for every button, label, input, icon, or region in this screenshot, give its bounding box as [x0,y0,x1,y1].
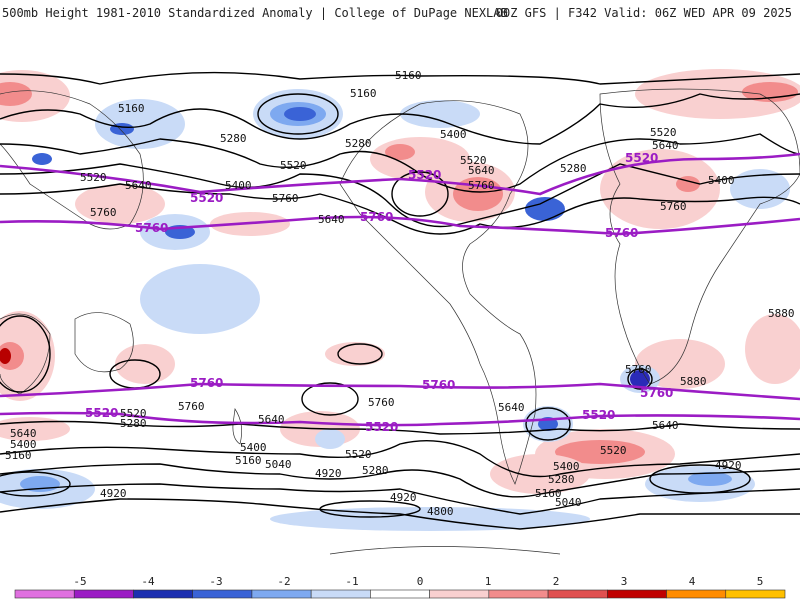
purple-label-5760-e: 5760 [422,378,455,392]
label-5520-a: 5520 [280,159,307,172]
label-4800: 4800 [427,505,454,518]
label-5880-a: 5880 [768,307,795,320]
colorbar-swatch [607,589,667,599]
colorbar-tick-label: 3 [621,575,628,588]
colorbar-tick-label: 0 [417,575,424,588]
purple-label-5520-e: 5520 [365,420,398,434]
colorbar-swatch [133,589,193,599]
anomaly-shading [0,69,800,531]
label-5400-c: 5400 [708,174,735,187]
label-4920-d: 4920 [715,459,742,472]
label-5760-f: 5760 [178,400,205,413]
height-contours [0,71,800,530]
colorbar-swatch [310,589,371,599]
colorbar-swatch [725,589,786,599]
label-5400-e: 5400 [240,441,267,454]
contour-labels: 5160 5160 5160 5280 5280 5400 5400 5520 … [5,69,795,518]
label-5400-d: 5400 [10,438,37,451]
colorbar-tick-label: 4 [689,575,696,588]
label-5280-f: 5280 [548,473,575,486]
label-5640-b: 5640 [468,164,495,177]
label-5640-c: 5640 [652,139,679,152]
colorbar-swatch [488,589,549,599]
coastlines [0,88,800,555]
colorbar-tick-label: -5 [73,575,86,588]
label-5640-e: 5640 [498,401,525,414]
colorbar-swatch [370,589,430,599]
colorbar-swatch [73,589,134,599]
label-5640-g: 5640 [652,419,679,432]
label-5640-d: 5640 [318,213,345,226]
label-5520-b: 5520 [460,154,487,167]
purple-label-5760-a: 5760 [135,221,168,235]
map-panel[interactable]: 5160 5160 5160 5280 5280 5400 5400 5520 … [0,34,800,574]
label-5160-left: 5160 [118,102,145,115]
label-5280-b: 5280 [345,137,372,150]
colorbar-swatch [251,589,312,599]
purple-label-5520-d: 5520 [85,406,118,420]
label-5640-a: 5640 [125,179,152,192]
colorbar-tick-label: -2 [277,575,290,588]
colorbar: -5 -4 -3 -2 -1 0 1 2 3 4 5 [0,574,800,600]
header-bar: 500mb Height 1981-2010 Standardized Anom… [0,0,800,22]
label-5280-d: 5280 [120,417,147,430]
anomaly-map[interactable]: 5160 5160 5160 5280 5280 5400 5400 5520 … [0,34,800,574]
label-5640-f: 5640 [258,413,285,426]
purple-label-5760-b: 5760 [360,210,393,224]
label-5520-f: 5520 [345,448,372,461]
colorbar-swatch [192,589,253,599]
label-5760-e: 5760 [625,363,652,376]
label-5760-d: 5760 [660,200,687,213]
purple-contours [0,152,800,427]
label-5160-top: 5160 [395,69,422,82]
purple-label-5760-f: 5760 [640,386,673,400]
label-5880-b: 5880 [680,375,707,388]
label-5280-a: 5280 [220,132,247,145]
label-5280-e: 5280 [362,464,389,477]
purple-label-5520-a: 5520 [190,191,223,205]
colorbar-tick-label: 2 [553,575,560,588]
purple-contour-labels: 5520 5520 5520 5760 5760 5760 5760 5760 … [85,151,673,434]
colorbar-graphic: -5 -4 -3 -2 -1 0 1 2 3 4 5 [14,575,786,599]
label-5640-h: 5640 [10,427,37,440]
label-5400-b: 5400 [225,179,252,192]
purple-label-5760-d: 5760 [190,376,223,390]
label-5040-b: 5040 [555,496,582,509]
label-5400-a: 5400 [440,128,467,141]
map-title: 500mb Height 1981-2010 Standardized Anom… [2,6,508,20]
purple-label-5520-c: 5520 [625,151,658,165]
purple-label-5520-f: 5520 [582,408,615,422]
label-5160-d: 5160 [535,487,562,500]
purple-label-5520-b: 5520 [408,168,441,182]
purple-label-5760-c: 5760 [605,226,638,240]
label-5280-c: 5280 [560,162,587,175]
label-5520-d: 5520 [80,171,107,184]
colorbar-tick-label: -4 [141,575,155,588]
label-5760-b: 5760 [90,206,117,219]
colorbar-swatch [429,589,490,599]
label-5400-f: 5400 [553,460,580,473]
label-5760-g: 5760 [368,396,395,409]
label-5520-e: 5520 [120,407,147,420]
label-5520-c: 5520 [650,126,677,139]
colorbar-swatch [547,589,608,599]
label-5160-b: 5160 [5,449,32,462]
colorbar-tick-label: -1 [345,575,358,588]
colorbar-tick-label: -3 [209,575,222,588]
label-4920-c: 4920 [390,491,417,504]
label-5160-c: 5160 [235,454,262,467]
label-4920-b: 4920 [100,487,127,500]
label-5520-g: 5520 [600,444,627,457]
label-5760-c: 5760 [468,179,495,192]
label-4920-a: 4920 [315,467,342,480]
colorbar-swatch [666,589,727,599]
colorbar-swatch [14,589,75,599]
label-5040-a: 5040 [265,458,292,471]
label-5760-a: 5760 [272,192,299,205]
colorbar-tick-label: 1 [485,575,492,588]
label-5160-mid: 5160 [350,87,377,100]
model-run-info: 00Z GFS | F342 Valid: 06Z WED APR 09 202… [495,6,792,20]
colorbar-tick-label: 5 [757,575,764,588]
